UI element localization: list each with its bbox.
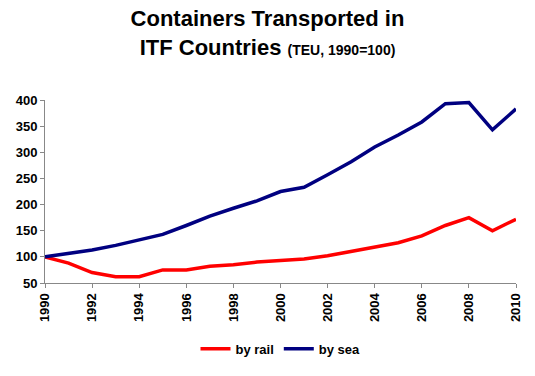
svg-text:2008: 2008: [461, 293, 476, 322]
svg-text:1998: 1998: [226, 293, 241, 322]
svg-text:2010: 2010: [508, 293, 523, 322]
svg-text:1990: 1990: [37, 293, 52, 322]
svg-text:250: 250: [16, 171, 38, 186]
svg-text:2004: 2004: [367, 292, 382, 322]
svg-text:300: 300: [16, 145, 38, 160]
svg-text:1994: 1994: [131, 292, 146, 322]
svg-text:1996: 1996: [179, 293, 194, 322]
svg-text:2000: 2000: [273, 293, 288, 322]
svg-text:1992: 1992: [84, 293, 99, 322]
svg-text:150: 150: [16, 223, 38, 238]
svg-text:400: 400: [16, 93, 38, 108]
svg-text:200: 200: [16, 197, 38, 212]
svg-text:Containers Transported inITF C: Containers Transported inITF Countries (…: [131, 6, 405, 60]
svg-text:50: 50: [23, 276, 37, 291]
svg-text:350: 350: [16, 119, 38, 134]
svg-text:by rail: by rail: [236, 342, 274, 357]
svg-text:2002: 2002: [320, 293, 335, 322]
svg-text:100: 100: [16, 249, 38, 264]
svg-text:by sea: by sea: [319, 342, 360, 357]
svg-text:2006: 2006: [414, 293, 429, 322]
